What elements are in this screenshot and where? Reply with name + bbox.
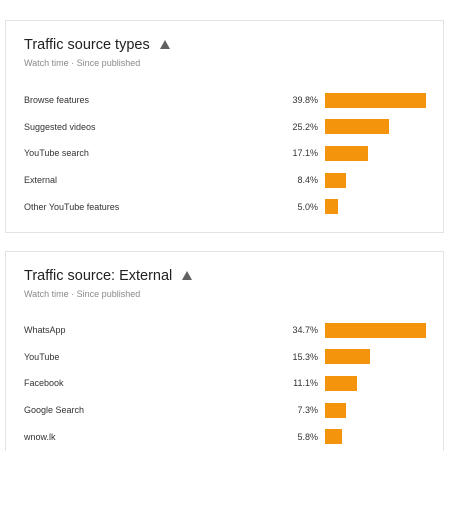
table-row[interactable]: wnow.lk 5.8% [24, 423, 425, 450]
bar [325, 375, 358, 391]
bar-track [325, 172, 426, 188]
row-percentage: 25.2% [292, 121, 318, 132]
row-label: Other YouTube features [24, 201, 120, 212]
row-label: Facebook [24, 378, 64, 389]
card-title-text: Traffic source types [24, 37, 150, 53]
bar [325, 199, 338, 215]
traffic-source-types-card: Traffic source types Watch time · Since … [5, 20, 444, 233]
row-percentage: 5.8% [297, 431, 318, 442]
row-label: wnow.lk [24, 431, 56, 442]
table-row[interactable]: Browse features 39.8% [24, 87, 426, 114]
bar [325, 402, 347, 418]
card-title: Traffic source: External [24, 268, 193, 284]
bar [325, 172, 347, 188]
row-label: Browse features [24, 95, 90, 106]
traffic-source-external-card: Traffic source: External Watch time · Si… [5, 251, 444, 451]
table-row[interactable]: External 8.4% [24, 167, 425, 194]
row-label: YouTube search [24, 148, 89, 159]
table-row[interactable]: Other YouTube features 5.0% [24, 193, 425, 220]
bar-track [325, 429, 426, 445]
row-percentage: 15.3% [292, 351, 318, 362]
bar-track [325, 402, 426, 418]
bar [325, 429, 342, 445]
bar-track [325, 375, 426, 391]
warning-triangle-icon[interactable] [159, 39, 170, 49]
card-title-text: Traffic source: External [24, 268, 173, 284]
row-percentage: 8.4% [297, 175, 318, 186]
row-percentage: 7.3% [297, 405, 318, 416]
bar [325, 145, 369, 161]
bar-track [325, 92, 426, 108]
row-label: External [24, 175, 58, 186]
warning-triangle-icon[interactable] [182, 270, 193, 280]
bar [325, 349, 370, 365]
table-row[interactable]: YouTube search 17.1% [24, 140, 425, 167]
row-percentage: 5.0% [297, 201, 318, 212]
bar-track [325, 349, 426, 365]
bar [325, 119, 389, 135]
table-row[interactable]: WhatsApp 34.7% [24, 317, 426, 344]
bar [325, 322, 426, 338]
bar-track [325, 145, 426, 161]
table-row[interactable]: Google Search 7.3% [24, 397, 425, 424]
bar-track [325, 322, 426, 338]
row-percentage: 39.8% [292, 95, 318, 106]
row-percentage: 34.7% [292, 325, 318, 336]
table-row[interactable]: Facebook 11.1% [24, 370, 425, 397]
row-label: Google Search [24, 405, 85, 416]
table-row[interactable]: YouTube 15.3% [24, 344, 425, 371]
row-label: WhatsApp [24, 325, 66, 336]
card-subtitle: Watch time · Since published [24, 289, 141, 299]
row-label: YouTube [24, 351, 60, 362]
external-sources-rows: WhatsApp 34.7% YouTube 15.3% Facebook 11… [24, 317, 426, 450]
bar-track [325, 119, 426, 135]
bar-track [325, 199, 426, 215]
row-percentage: 17.1% [292, 148, 318, 159]
card-title: Traffic source types [24, 37, 170, 53]
table-row[interactable]: Suggested videos 25.2% [24, 114, 425, 141]
traffic-types-rows: Browse features 39.8% Suggested videos 2… [24, 87, 426, 220]
card-subtitle: Watch time · Since published [24, 58, 141, 68]
row-percentage: 11.1% [293, 378, 318, 389]
row-label: Suggested videos [24, 121, 96, 132]
bar [325, 92, 426, 108]
